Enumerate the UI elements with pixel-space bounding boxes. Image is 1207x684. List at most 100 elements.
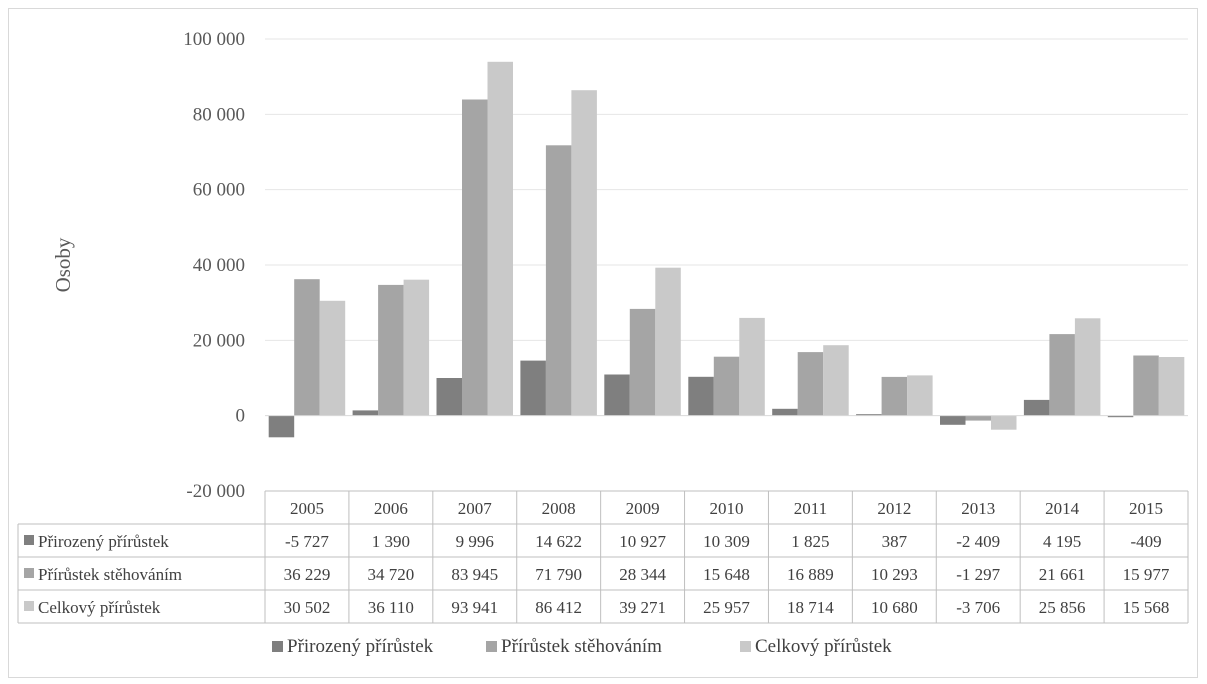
legend-swatch bbox=[486, 641, 497, 652]
x-tick-label: 2012 bbox=[877, 499, 911, 518]
x-tick-label: 2014 bbox=[1045, 499, 1080, 518]
legend-label: Celkový přírůstek bbox=[755, 636, 892, 657]
bar-2-2012 bbox=[881, 376, 908, 416]
bar-3-2010 bbox=[739, 317, 765, 416]
bar-2-2009 bbox=[629, 308, 656, 416]
table-cell: 28 344 bbox=[619, 565, 666, 584]
y-tick-label: 0 bbox=[236, 406, 246, 427]
bar-3-2012 bbox=[907, 375, 933, 416]
legend-label: Přirozený přírůstek bbox=[287, 636, 434, 657]
table-series-label: Přírůstek stěhováním bbox=[38, 565, 182, 584]
table-cell: -2 409 bbox=[956, 532, 1000, 551]
bar-2-2013 bbox=[965, 415, 991, 421]
bar-1-2005 bbox=[268, 415, 295, 438]
legend: Přirozený přírůstek Přírůstek stěhováním C… bbox=[272, 636, 892, 657]
table-cell: -409 bbox=[1130, 532, 1161, 551]
y-axis-label: Osoby bbox=[51, 237, 75, 292]
bar-2-2006 bbox=[378, 284, 404, 416]
table-cell: 25 856 bbox=[1039, 598, 1086, 617]
table-cell: 15 568 bbox=[1123, 598, 1170, 617]
data-table: 2005 2006 2007 2008 2009 2010 2011 2012 2013 2014… bbox=[17, 490, 1189, 624]
bar-3-2014 bbox=[1074, 318, 1101, 416]
table-cell: 83 945 bbox=[451, 565, 498, 584]
table-cell: -5 727 bbox=[285, 532, 329, 551]
bar-1-2007 bbox=[436, 378, 462, 416]
bar-1-2009 bbox=[604, 374, 630, 416]
y-tick-label: 100 000 bbox=[183, 29, 245, 50]
bar-3-2006 bbox=[403, 279, 430, 416]
legend-swatch bbox=[272, 641, 283, 652]
bar-2-2005 bbox=[294, 279, 320, 416]
y-tick-label: 60 000 bbox=[193, 180, 245, 201]
bar-1-2008 bbox=[520, 360, 546, 416]
bar-1-2006 bbox=[352, 410, 379, 416]
x-tick-label: 2008 bbox=[542, 499, 576, 518]
bar-1-2012 bbox=[856, 414, 882, 416]
x-tick-label: 2010 bbox=[710, 499, 744, 518]
legend-label: Přírůstek stěhováním bbox=[501, 636, 662, 657]
table-cell: 14 622 bbox=[535, 532, 582, 551]
table-cell: 93 941 bbox=[451, 598, 498, 617]
table-cell: 36 110 bbox=[368, 598, 414, 617]
table-cell: -1 297 bbox=[956, 565, 1000, 584]
x-tick-label: 2007 bbox=[458, 499, 493, 518]
bar-2-2011 bbox=[797, 352, 824, 416]
table-cell: 387 bbox=[882, 532, 908, 551]
bar-3-2005 bbox=[319, 300, 346, 416]
table-cell: 1 390 bbox=[372, 532, 410, 551]
table-cell: 30 502 bbox=[284, 598, 331, 617]
legend-swatch bbox=[740, 641, 751, 652]
table-cell: 16 889 bbox=[787, 565, 834, 584]
table-cell: 36 229 bbox=[284, 565, 331, 584]
table-cell: 10 927 bbox=[619, 532, 666, 551]
table-cell: 18 714 bbox=[787, 598, 834, 617]
table-cell: -3 706 bbox=[956, 598, 1000, 617]
bar-3-2011 bbox=[823, 345, 849, 416]
table-cell: 15 648 bbox=[703, 565, 750, 584]
y-tick-label: -20 000 bbox=[186, 481, 245, 502]
table-cell: 10 293 bbox=[871, 565, 918, 584]
table-legend-key bbox=[24, 535, 34, 545]
table-cell: 9 996 bbox=[456, 532, 494, 551]
table-cell: 39 271 bbox=[619, 598, 666, 617]
y-tick-label: 20 000 bbox=[193, 330, 245, 351]
table-cell: 25 957 bbox=[703, 598, 750, 617]
x-tick-label: 2006 bbox=[374, 499, 408, 518]
table-legend-key bbox=[24, 601, 34, 611]
y-tick-label: 40 000 bbox=[193, 255, 245, 276]
bar-1-2015 bbox=[1107, 415, 1134, 418]
bar-2-2010 bbox=[713, 356, 740, 416]
bar-1-2013 bbox=[940, 415, 966, 425]
y-tick-label: 80 000 bbox=[193, 104, 245, 125]
table-cell: 10 680 bbox=[871, 598, 918, 617]
bar-3-2013 bbox=[991, 415, 1017, 430]
x-tick-label: 2011 bbox=[794, 499, 827, 518]
x-tick-label: 2013 bbox=[961, 499, 995, 518]
bars bbox=[268, 61, 1185, 438]
bar-1-2014 bbox=[1023, 399, 1050, 416]
bar-2-2015 bbox=[1133, 355, 1159, 416]
y-axis-ticks: 100 000 80 000 60 000 40 000 20 000 0 -20 000 bbox=[183, 29, 245, 502]
bar-3-2008 bbox=[571, 90, 597, 416]
x-tick-label: 2015 bbox=[1129, 499, 1163, 518]
table-cell: 86 412 bbox=[535, 598, 582, 617]
bar-1-2011 bbox=[772, 408, 798, 416]
bar-3-2009 bbox=[655, 267, 681, 416]
x-tick-label: 2005 bbox=[290, 499, 324, 518]
table-cell: 10 309 bbox=[703, 532, 750, 551]
table-legend-key bbox=[24, 568, 34, 578]
table-cell: 34 720 bbox=[367, 565, 414, 584]
bar-3-2007 bbox=[487, 61, 513, 416]
table-series-label: Celkový přírůstek bbox=[38, 598, 161, 617]
table-cell: 21 661 bbox=[1039, 565, 1086, 584]
bar-2-2007 bbox=[462, 99, 488, 416]
table-cell: 1 825 bbox=[791, 532, 829, 551]
bar-2-2008 bbox=[545, 145, 572, 416]
table-cell: 15 977 bbox=[1123, 565, 1170, 584]
table-cell: 4 195 bbox=[1043, 532, 1081, 551]
chart-frame bbox=[8, 8, 1198, 678]
table-series-label: Přirozený přírůstek bbox=[38, 532, 169, 551]
bar-1-2010 bbox=[688, 376, 714, 416]
x-tick-label: 2009 bbox=[626, 499, 660, 518]
